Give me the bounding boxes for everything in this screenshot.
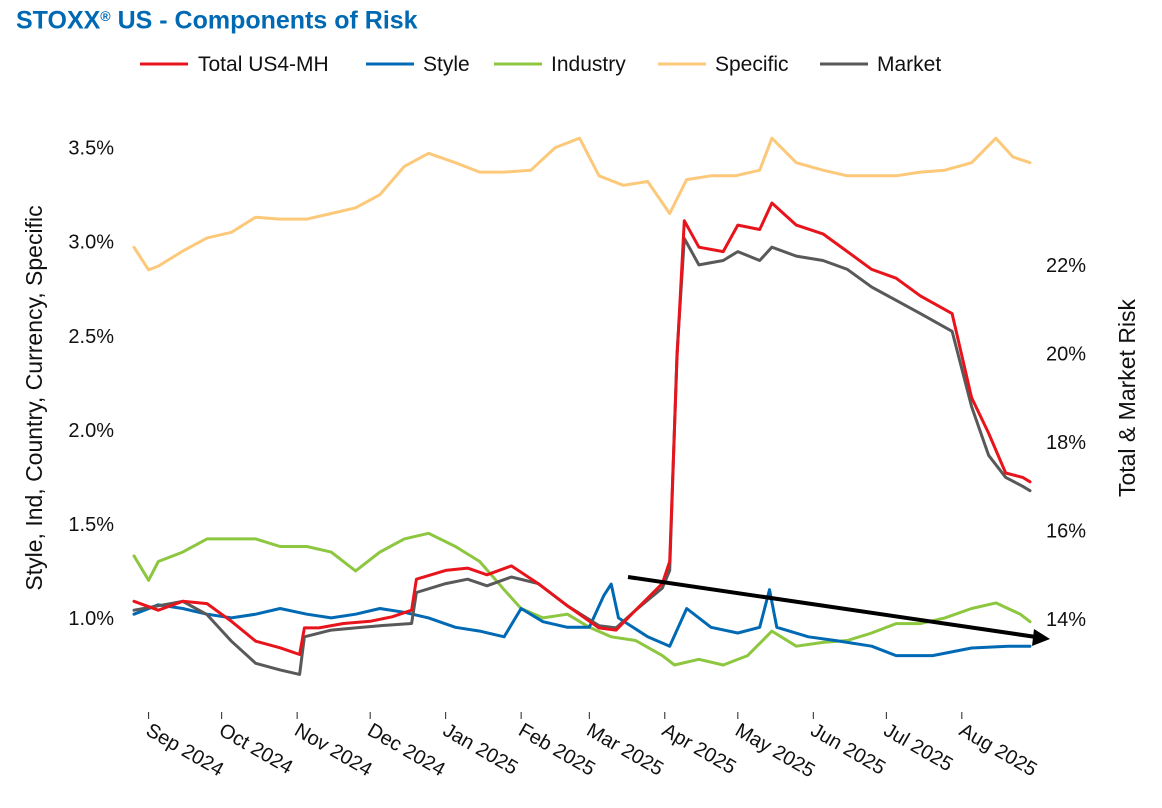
chart-title: STOXX® US - Components of Risk xyxy=(16,6,418,35)
legend: Total US4-MH Style Industry Specific Mar… xyxy=(140,53,941,76)
x-tick-label: Dec 2024 xyxy=(364,719,449,781)
left-axis-label: Style, Ind, Country, Currency, Specific xyxy=(21,205,47,590)
x-tick-label: Mar 2025 xyxy=(583,719,667,780)
left-tick-label: 1.5% xyxy=(68,514,114,536)
x-tick-label: Jun 2025 xyxy=(807,719,889,779)
series-line-specific xyxy=(132,136,1032,272)
legend-label-total: Total US4-MH xyxy=(198,53,329,76)
trend-arrow xyxy=(627,575,1050,646)
legend-label-market: Market xyxy=(877,53,941,76)
right-axis: 14% 16% 18% 20% 22% xyxy=(1046,255,1086,631)
x-tick-label: Nov 2024 xyxy=(291,719,376,781)
x-tick-label: Aug 2025 xyxy=(955,719,1040,781)
left-tick-label: 2.0% xyxy=(68,420,114,442)
right-tick-label: 20% xyxy=(1046,343,1086,365)
trend-arrow-head xyxy=(1032,629,1050,646)
right-tick-label: 14% xyxy=(1046,609,1086,631)
right-tick-label: 22% xyxy=(1046,255,1086,277)
legend-label-style: Style xyxy=(423,53,470,76)
series-line-market xyxy=(132,236,1032,676)
series-line-industry xyxy=(132,531,1032,667)
x-tick-label: Jul 2025 xyxy=(880,719,956,776)
left-axis: 1.0% 1.5% 2.0% 2.5% 3.0% 3.5% xyxy=(68,138,114,630)
right-tick-label: 18% xyxy=(1046,432,1086,454)
series-layer xyxy=(132,136,1032,676)
right-tick-label: 16% xyxy=(1046,521,1086,543)
x-tick-label: Apr 2025 xyxy=(658,719,739,779)
series-line-total-us4-mh xyxy=(132,201,1032,656)
left-tick-label: 1.0% xyxy=(68,608,114,630)
series-line-style xyxy=(132,582,1032,658)
left-tick-label: 3.0% xyxy=(68,232,114,254)
legend-label-industry: Industry xyxy=(551,53,626,76)
x-tick-label: Feb 2025 xyxy=(515,719,599,780)
left-tick-label: 2.5% xyxy=(68,326,114,348)
x-tick-label: Sep 2024 xyxy=(142,719,227,781)
right-axis-label: Total & Market Risk xyxy=(1114,298,1140,497)
x-tick-label: Jan 2025 xyxy=(439,719,521,779)
legend-label-specific: Specific xyxy=(715,53,789,76)
trend-arrow-line xyxy=(627,575,1037,639)
left-tick-label: 3.5% xyxy=(68,138,114,160)
x-tick-label: Oct 2024 xyxy=(215,719,296,779)
x-tick-label: May 2025 xyxy=(731,719,818,782)
